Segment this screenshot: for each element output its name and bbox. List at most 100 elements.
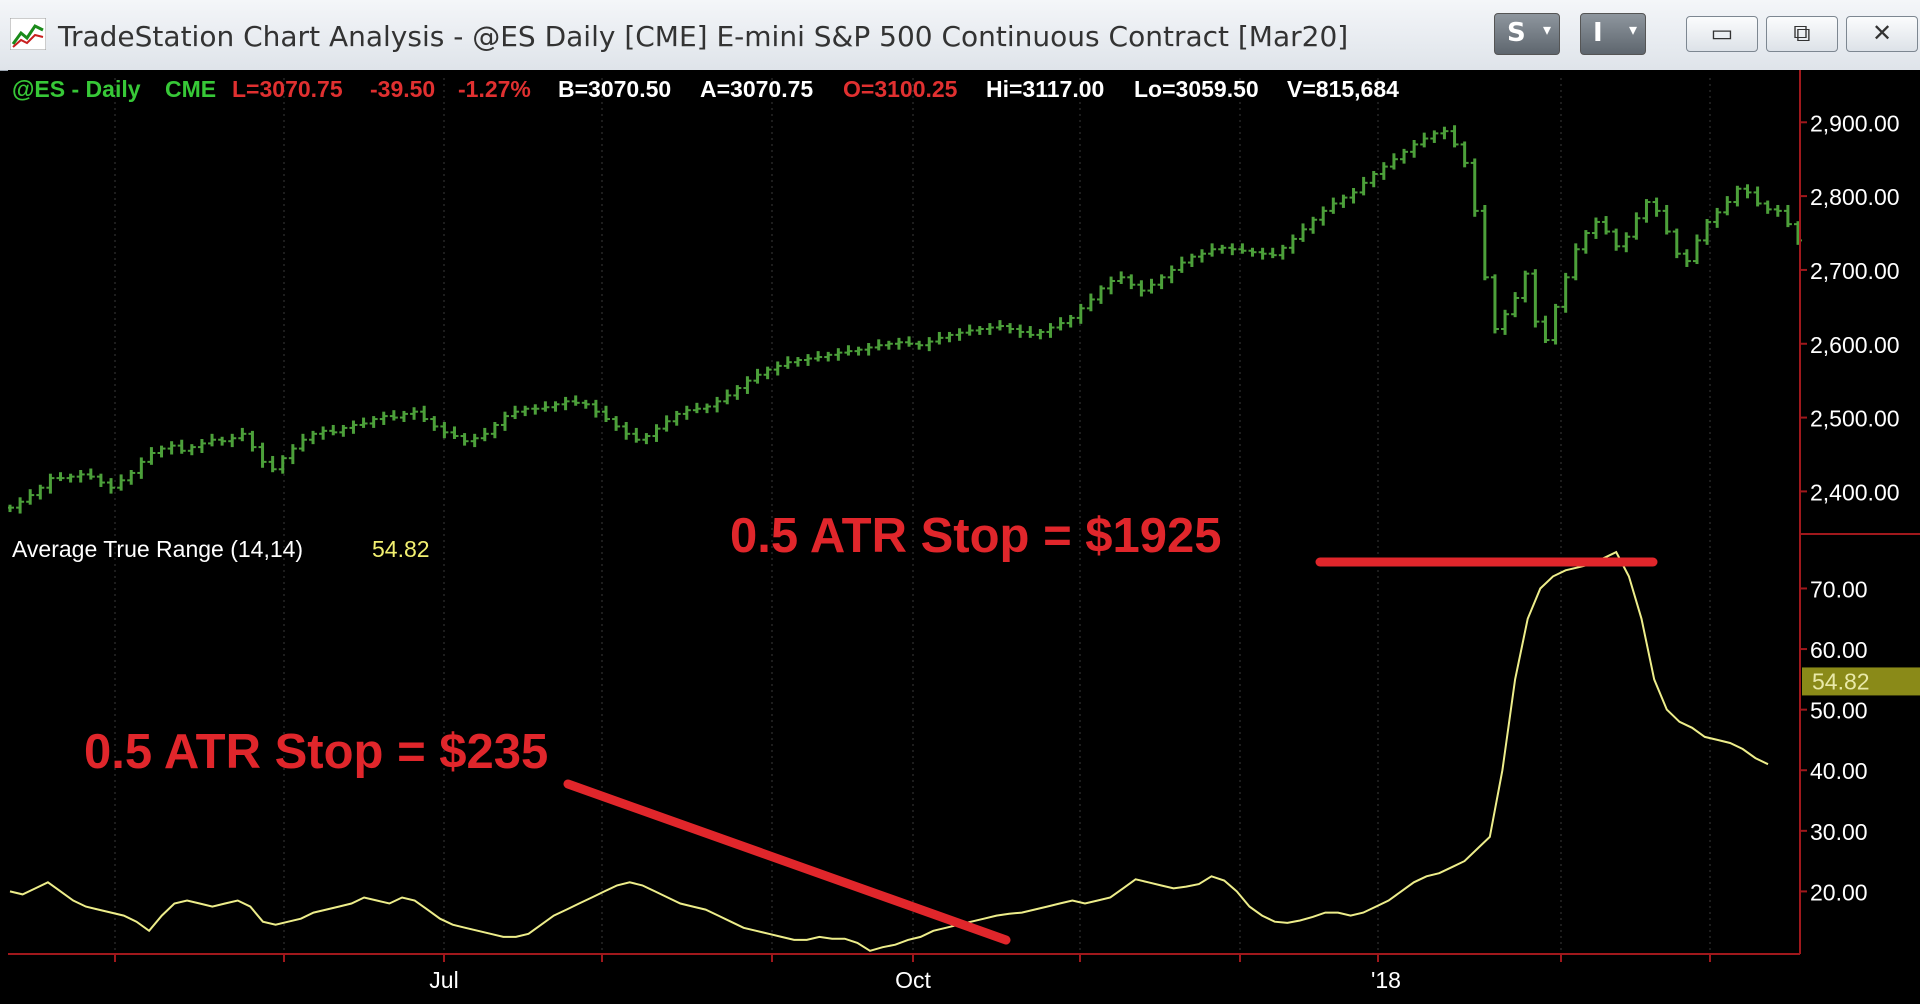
price-bar: [854, 346, 863, 356]
price-bar: [995, 320, 1004, 331]
price-bar: [1086, 293, 1095, 312]
price-bar: [369, 416, 378, 428]
price-bar: [1561, 272, 1570, 313]
price-bar: [1723, 196, 1732, 216]
price-bar: [339, 424, 348, 437]
price-bar: [1248, 247, 1257, 257]
price-bar: [1541, 315, 1550, 344]
price-bar: [1571, 243, 1580, 281]
high-price: Hi=3117.00: [986, 76, 1105, 102]
price-bar: [127, 469, 136, 485]
price-bar: [1652, 197, 1661, 217]
price-bar: [1268, 247, 1277, 259]
price-bar: [26, 489, 35, 505]
price-bar: [86, 468, 95, 480]
chevron-down-icon: ▾: [1628, 20, 1637, 39]
price-bar: [1187, 253, 1196, 267]
price-bar: [763, 366, 772, 380]
restore-icon: ⧉: [1793, 19, 1811, 47]
price-bar: [1036, 328, 1045, 340]
price-bar: [218, 436, 227, 446]
price-bar: [117, 474, 126, 491]
price-bar: [1470, 158, 1479, 217]
price-axis-label: 2,500.00: [1810, 406, 1900, 432]
close-button[interactable]: ✕: [1846, 16, 1918, 52]
price-bar: [783, 356, 792, 369]
price-bar: [591, 399, 600, 418]
price-bar: [379, 411, 388, 425]
net-change: -39.50: [370, 76, 436, 102]
price-bar: [814, 351, 823, 362]
chart-canvas[interactable]: 2,900.00 2,800.00 2,700.00 2,600.00 2,500.00…: [8, 70, 1920, 1004]
price-bar: [137, 457, 146, 479]
price-bar: [632, 427, 641, 443]
window-title: TradeStation Chart Analysis - @ES Daily …: [58, 20, 1349, 53]
price-bar: [1379, 162, 1388, 180]
price-bar: [864, 343, 873, 356]
price-bar: [157, 445, 166, 458]
price-bar: [844, 345, 853, 356]
low-price: Lo=3059.50: [1134, 76, 1259, 102]
price-bar: [1228, 243, 1237, 256]
price-bar: [1066, 314, 1075, 328]
price-bar: [1218, 244, 1227, 254]
price-bar: [1400, 148, 1409, 164]
price-bar: [1450, 125, 1459, 148]
price-bar: [1288, 234, 1297, 254]
style-menu-button[interactable]: S ▾: [1494, 13, 1560, 55]
price-bar: [420, 405, 429, 423]
price-bar: [1026, 326, 1035, 338]
price-bar: [945, 331, 954, 343]
price-bar: [1490, 274, 1499, 334]
price-bar: [581, 399, 590, 409]
price-bar: [1682, 249, 1691, 267]
price-bar: [36, 484, 45, 500]
high-stop-annotation: 0.5 ATR Stop = $1925: [730, 509, 1222, 563]
price-bar: [793, 357, 802, 367]
price-bar: [490, 422, 499, 439]
price-bar: [1763, 200, 1772, 214]
price-axis-label: 2,900.00: [1810, 110, 1900, 136]
atr-last-value-tag-label: 54.82: [1812, 668, 1870, 694]
price-bar: [1349, 187, 1358, 204]
restore-button[interactable]: ⧉: [1766, 16, 1838, 52]
price-bar: [177, 439, 186, 454]
price-bar: [1713, 207, 1722, 228]
insert-menu-label: I: [1593, 18, 1603, 48]
price-bar: [1642, 199, 1651, 223]
price-bar: [1076, 303, 1085, 324]
price-bar: [1117, 271, 1126, 284]
price-bar: [1440, 126, 1449, 140]
price-bar: [1703, 218, 1712, 245]
chart-area[interactable]: 2,900.00 2,800.00 2,700.00 2,600.00 2,500.00…: [8, 70, 1920, 1004]
price-bar: [1309, 216, 1318, 234]
price-bar: [1501, 309, 1510, 335]
atr-axis-label: 70.00: [1810, 576, 1868, 602]
insert-menu-button[interactable]: I ▾: [1580, 13, 1646, 55]
low-stop-annotation: 0.5 ATR Stop = $235: [84, 725, 549, 779]
price-axis-label: 2,600.00: [1810, 332, 1900, 358]
chevron-down-icon: ▾: [1542, 20, 1551, 39]
price-bar: [1096, 285, 1105, 304]
price-bar: [187, 444, 196, 456]
price-bar: [955, 328, 964, 341]
price-bar: [1147, 278, 1156, 294]
price-bar: [894, 337, 903, 350]
price-bar: [713, 396, 722, 413]
price-bar: [16, 497, 25, 514]
price-bar: [1430, 130, 1439, 143]
price-bar: [278, 455, 287, 474]
price-bar: [723, 389, 732, 405]
price-bar: [1278, 244, 1287, 260]
atr-axis-label: 50.00: [1810, 698, 1868, 724]
price-bar: [1198, 249, 1206, 263]
price-bar: [1319, 206, 1328, 226]
price-bar: [66, 473, 75, 483]
minimize-button[interactable]: ▭: [1686, 16, 1758, 52]
price-bar: [1662, 204, 1671, 235]
price-bar: [1359, 176, 1368, 196]
price-bar: [551, 401, 560, 412]
price-bar: [682, 405, 691, 420]
price-bar: [268, 455, 277, 473]
bid-price: B=3070.50: [558, 76, 672, 102]
